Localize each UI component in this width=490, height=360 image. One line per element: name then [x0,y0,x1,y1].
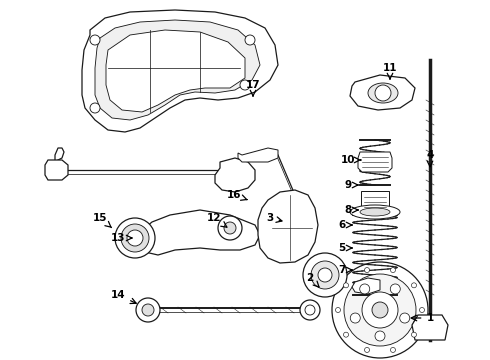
Circle shape [224,222,236,234]
Circle shape [350,313,360,323]
Text: 9: 9 [344,180,358,190]
Circle shape [400,313,410,323]
Circle shape [318,268,332,282]
Text: 2: 2 [306,273,319,287]
Text: 6: 6 [339,220,352,230]
Text: 5: 5 [339,243,352,253]
Circle shape [391,267,395,273]
Circle shape [390,284,400,294]
Circle shape [344,274,416,346]
Polygon shape [412,315,448,340]
Circle shape [121,224,149,252]
Circle shape [412,332,416,337]
Polygon shape [45,160,68,180]
Polygon shape [95,20,260,120]
Polygon shape [238,148,278,162]
Circle shape [343,332,348,337]
Polygon shape [352,278,380,294]
Text: 8: 8 [344,205,358,215]
Polygon shape [358,152,392,172]
Polygon shape [106,30,245,112]
Polygon shape [258,190,318,263]
Text: 7: 7 [338,265,352,275]
Circle shape [142,304,154,316]
Text: 15: 15 [93,213,112,228]
Text: 3: 3 [267,213,282,223]
Circle shape [372,302,388,318]
Text: 14: 14 [111,290,136,303]
FancyBboxPatch shape [361,191,389,211]
Circle shape [412,283,416,288]
Circle shape [365,267,369,273]
Circle shape [300,300,320,320]
Polygon shape [138,210,260,255]
Circle shape [245,35,255,45]
Text: 4: 4 [426,150,434,167]
Circle shape [127,230,143,246]
Ellipse shape [350,205,400,219]
Polygon shape [215,158,255,192]
Circle shape [218,216,242,240]
Circle shape [375,331,385,341]
Text: 10: 10 [341,155,361,165]
Circle shape [336,307,341,312]
Polygon shape [82,10,278,132]
Circle shape [303,253,347,297]
Circle shape [360,284,370,294]
Circle shape [115,218,155,258]
Circle shape [311,261,339,289]
Circle shape [391,347,395,352]
Circle shape [90,103,100,113]
Circle shape [136,298,160,322]
Circle shape [362,292,398,328]
Polygon shape [350,75,415,110]
Circle shape [332,262,428,358]
Circle shape [343,283,348,288]
Ellipse shape [368,83,398,103]
Text: 12: 12 [207,213,227,227]
Text: 11: 11 [383,63,397,79]
Circle shape [375,85,391,101]
Circle shape [365,347,369,352]
Ellipse shape [360,208,390,216]
Text: 13: 13 [111,233,132,243]
Text: 16: 16 [227,190,247,200]
Text: 1: 1 [411,313,434,323]
Circle shape [419,307,424,312]
Circle shape [90,35,100,45]
Circle shape [240,80,250,90]
Text: 17: 17 [245,80,260,96]
